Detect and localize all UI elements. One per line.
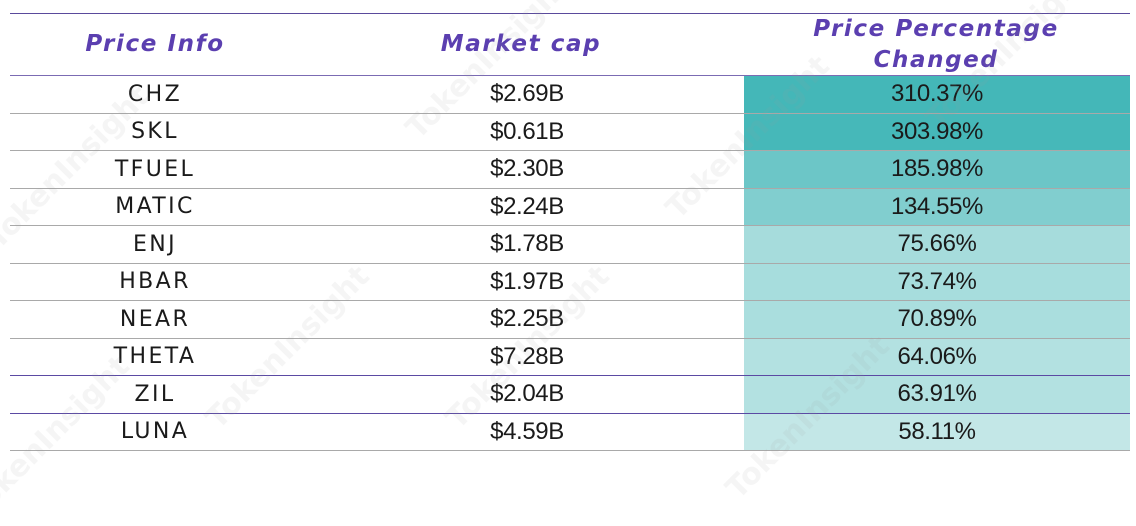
table-row: ENJ $1.78B 75.66% xyxy=(10,226,1130,264)
market-cap-value: $2.24B xyxy=(490,192,564,220)
table-row: MATIC $2.24B 134.55% xyxy=(10,188,1130,226)
price-change-value: 303.98% xyxy=(744,113,1130,150)
token-name: ENJ xyxy=(132,231,178,257)
table-row: NEAR $2.25B 70.89% xyxy=(10,301,1130,339)
price-change-table: Price Info Market cap Price Percentage C… xyxy=(10,13,1130,451)
table-row: TFUEL $2.30B 185.98% xyxy=(10,151,1130,189)
price-change-value: 185.98% xyxy=(744,151,1130,188)
token-name: HBAR xyxy=(119,269,191,295)
market-cap-value: $2.04B xyxy=(490,380,564,408)
token-name: ZIL xyxy=(134,381,176,407)
market-cap-value: $1.97B xyxy=(490,267,564,295)
market-cap-value: $1.78B xyxy=(490,230,564,258)
market-cap-value: $7.28B xyxy=(490,342,564,370)
token-name: LUNA xyxy=(120,419,190,445)
token-name: TFUEL xyxy=(114,156,196,182)
token-name: NEAR xyxy=(119,306,191,332)
header-market-cap: Market cap xyxy=(440,31,602,57)
token-name: MATIC xyxy=(115,194,195,220)
header-price-info: Price Info xyxy=(85,31,225,57)
table-row: SKL $0.61B 303.98% xyxy=(10,113,1130,151)
market-cap-value: $0.61B xyxy=(490,117,564,145)
price-change-value: 310.37% xyxy=(744,76,1130,113)
table-row: HBAR $1.97B 73.74% xyxy=(10,263,1130,301)
market-cap-value: $2.30B xyxy=(490,155,564,183)
price-change-value: 73.74% xyxy=(744,263,1130,300)
price-change-value: 134.55% xyxy=(744,188,1130,225)
table-header: Price Info Market cap Price Percentage C… xyxy=(10,14,1130,76)
table-body: CHZ $2.69B 310.37% SKL $0.61B 303.98% TFUEL $2.… xyxy=(10,76,1130,451)
token-name: CHZ xyxy=(127,81,183,107)
header-price-percentage-changed: Price Percentage Changed xyxy=(813,15,1059,73)
price-change-value: 75.66% xyxy=(744,226,1130,263)
token-name: THETA xyxy=(113,344,197,370)
table-row: ZIL $2.04B 63.91% xyxy=(10,376,1130,414)
table-row: LUNA $4.59B 58.11% xyxy=(10,413,1130,451)
market-cap-value: $2.25B xyxy=(490,305,564,333)
market-cap-value: $2.69B xyxy=(490,80,564,108)
market-cap-value: $4.59B xyxy=(490,417,564,445)
table-row: THETA $7.28B 64.06% xyxy=(10,338,1130,376)
price-change-value: 63.91% xyxy=(744,376,1130,413)
price-change-value: 64.06% xyxy=(744,338,1130,375)
token-name: SKL xyxy=(131,119,179,145)
table-row: CHZ $2.69B 310.37% xyxy=(10,76,1130,114)
price-change-value: 70.89% xyxy=(744,301,1130,338)
price-change-value: 58.11% xyxy=(744,413,1130,450)
